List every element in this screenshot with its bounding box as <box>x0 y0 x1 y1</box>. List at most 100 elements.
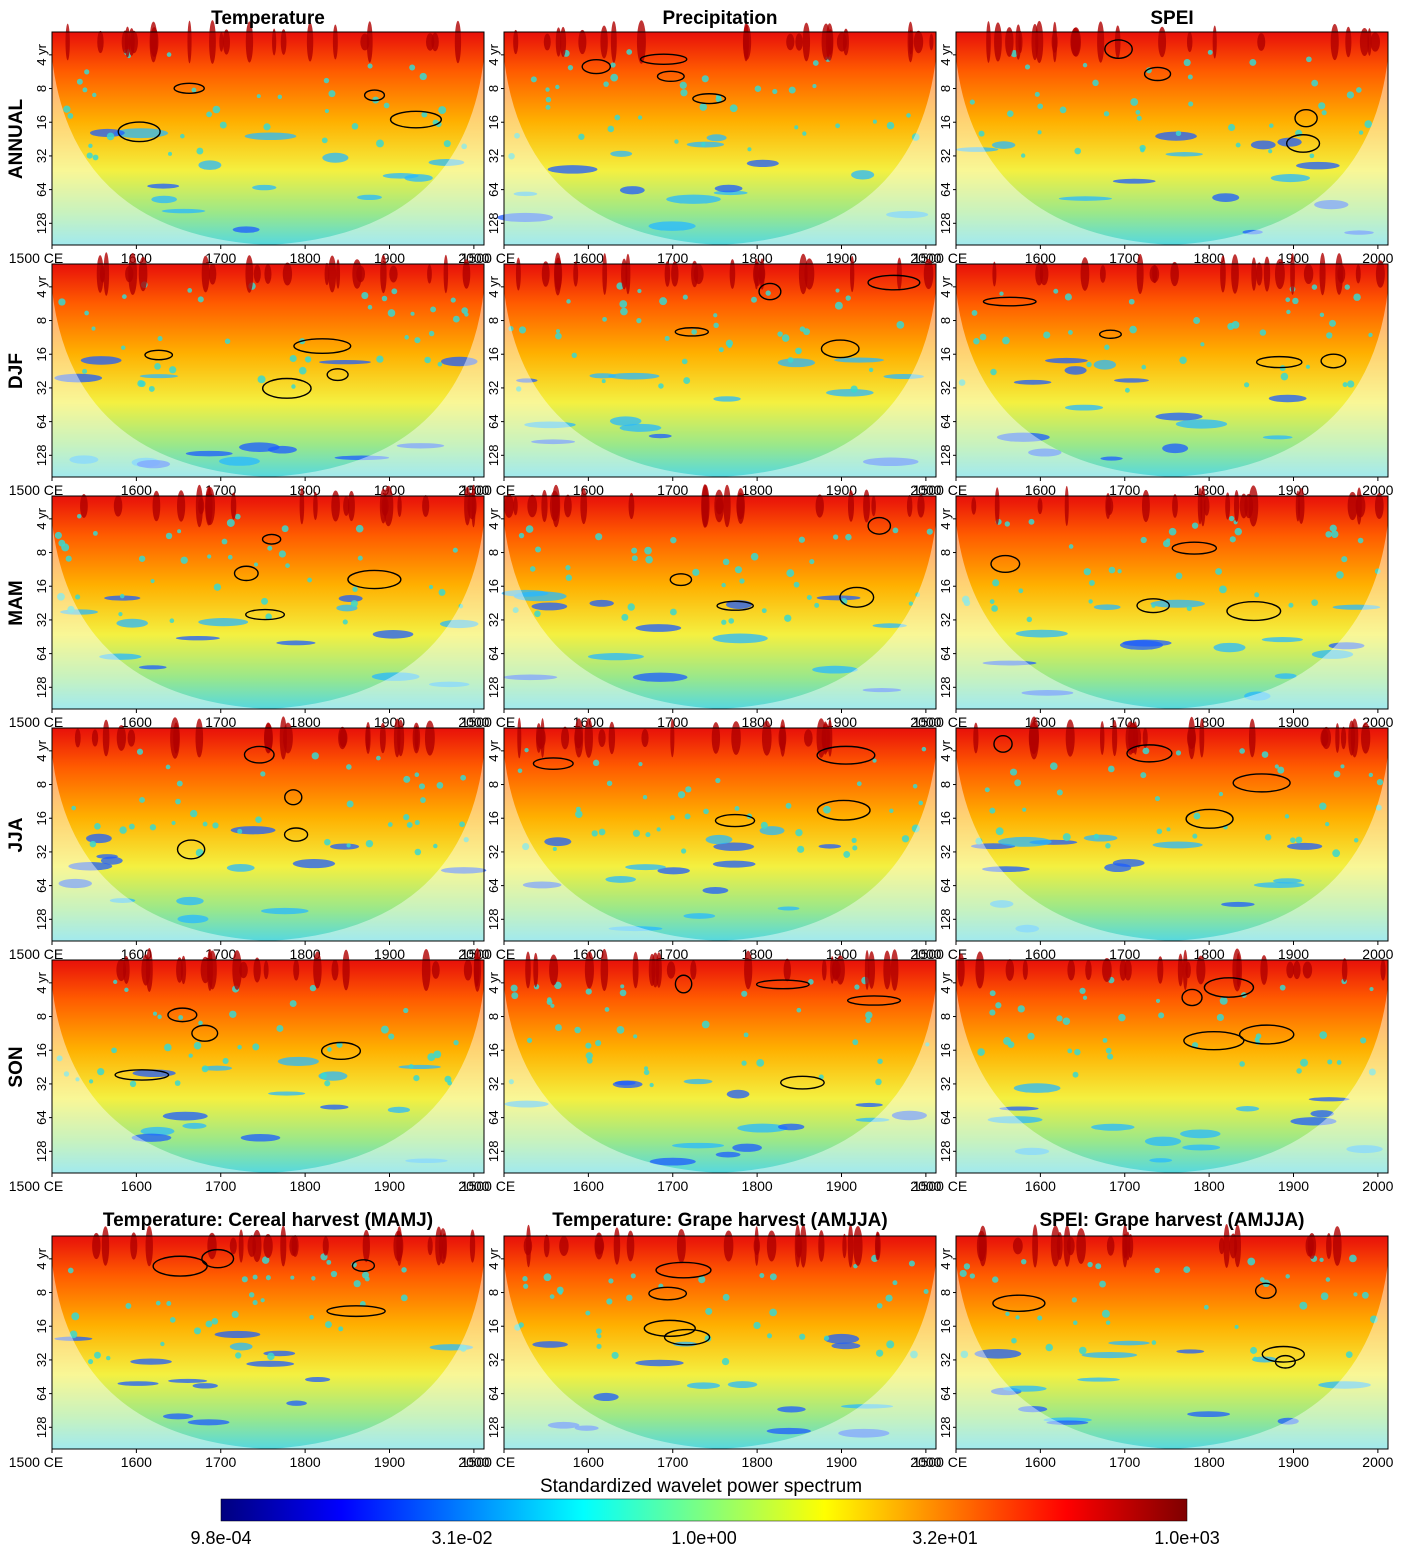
low-power-region <box>371 672 420 681</box>
high-power-region <box>1186 727 1197 749</box>
high-power-region <box>360 33 370 51</box>
spectral-spot <box>311 752 319 760</box>
low-power-region <box>175 635 220 641</box>
spectral-spot <box>222 1057 229 1065</box>
low-power-region <box>226 863 255 872</box>
high-power-region <box>424 720 435 756</box>
spectral-spot <box>212 105 221 114</box>
spectral-spot <box>1011 1337 1017 1344</box>
x-tick-label: 1700 <box>1109 1454 1140 1470</box>
high-power-region <box>138 256 148 292</box>
y-tick-label: 8 <box>34 781 49 788</box>
spectral-spot <box>65 555 72 562</box>
high-power-region <box>1119 959 1127 981</box>
low-power-region <box>831 1342 861 1350</box>
low-power-region <box>619 423 662 432</box>
low-power-region <box>531 602 568 611</box>
low-power-region <box>1332 604 1381 610</box>
spectral-spot <box>206 111 212 118</box>
x-tick-label: 1700 <box>1109 1178 1140 1194</box>
significance-contour <box>201 1248 235 1269</box>
spectral-spot <box>1104 344 1110 350</box>
spectral-spot <box>406 821 413 828</box>
spectral-spot <box>514 1324 521 1331</box>
low-power-region <box>589 599 614 607</box>
spectral-spot <box>1073 1320 1078 1325</box>
spectral-spot <box>796 1007 802 1013</box>
spectral-spot <box>97 1068 105 1076</box>
spectral-spot <box>729 104 738 113</box>
low-power-region <box>1093 604 1121 610</box>
high-power-region <box>821 959 827 981</box>
y-tick-label: 32 <box>938 149 953 163</box>
low-power-region <box>683 913 716 919</box>
low-power-region <box>267 445 297 454</box>
spectral-spot <box>452 547 458 553</box>
y-tick-label: 128 <box>486 908 501 930</box>
y-tick-label: 32 <box>486 1353 501 1367</box>
high-power-region <box>1172 494 1178 518</box>
significance-contour <box>1183 1030 1245 1051</box>
low-power-region <box>982 660 1037 666</box>
spectral-spot <box>438 106 447 115</box>
x-tick-label: 1600 <box>121 714 152 730</box>
high-power-region <box>578 29 587 55</box>
spectral-spot <box>645 555 653 564</box>
spectral-spot <box>139 796 146 803</box>
colorbar <box>220 1498 1188 1522</box>
spectral-spot <box>741 1060 747 1066</box>
spectral-spot <box>1356 87 1362 93</box>
low-power-region <box>1318 1381 1371 1389</box>
spectral-spot <box>510 984 518 992</box>
high-power-region <box>908 29 913 55</box>
spectral-spot <box>1103 111 1110 117</box>
spectral-spot <box>856 781 862 787</box>
high-power-region <box>1136 253 1144 295</box>
low-power-region <box>737 1123 788 1133</box>
cone-of-influence <box>52 1261 484 1449</box>
high-power-region <box>602 253 608 295</box>
high-power-region <box>279 716 287 760</box>
significance-contour <box>152 1255 208 1277</box>
spectral-spot <box>1370 1315 1378 1324</box>
x-tick-label: 1800 <box>290 482 321 498</box>
cone-of-influence <box>52 753 484 941</box>
low-power-region <box>777 358 816 368</box>
spectral-spot <box>1357 537 1364 544</box>
spectral-spot <box>1252 1356 1258 1362</box>
low-power-region <box>1112 858 1145 867</box>
spectral-spot <box>787 357 794 363</box>
spectral-spot <box>585 1052 593 1060</box>
high-power-region <box>127 729 136 747</box>
panel-title-grape-harvest-temperature: Temperature: Grape harvest (AMJJA) <box>552 1210 888 1231</box>
spectral-spot <box>885 1294 893 1302</box>
spectral-spot <box>1105 843 1111 849</box>
spectral-spot <box>1261 751 1269 758</box>
spectral-spot <box>152 1011 158 1016</box>
spectral-spot <box>460 774 467 781</box>
y-tick-label: 128 <box>938 676 953 698</box>
spectral-spot <box>1129 325 1137 334</box>
spectral-spot <box>631 547 638 554</box>
cone-of-influence <box>504 1261 936 1449</box>
spectral-spot <box>701 75 709 83</box>
high-power-region <box>621 258 628 290</box>
spectral-spot <box>342 619 348 625</box>
spectral-spot <box>597 1334 602 1339</box>
spectral-spot <box>1305 364 1311 369</box>
high-power-region <box>923 258 934 290</box>
spectral-spot <box>1099 1280 1106 1288</box>
spectral-spot <box>750 552 759 561</box>
spectral-spot <box>1074 1048 1081 1056</box>
low-power-region <box>1277 1417 1299 1425</box>
low-power-region <box>996 432 1050 442</box>
spectral-spot <box>376 139 384 148</box>
y-tick-label: 64 <box>34 878 49 892</box>
low-power-region <box>80 356 122 365</box>
spectral-spot <box>845 295 851 301</box>
spectral-spot <box>638 761 643 767</box>
high-power-region <box>1330 23 1339 61</box>
high-power-region <box>1256 262 1263 286</box>
spectral-spot <box>616 1025 625 1034</box>
high-power-region <box>1142 728 1148 748</box>
